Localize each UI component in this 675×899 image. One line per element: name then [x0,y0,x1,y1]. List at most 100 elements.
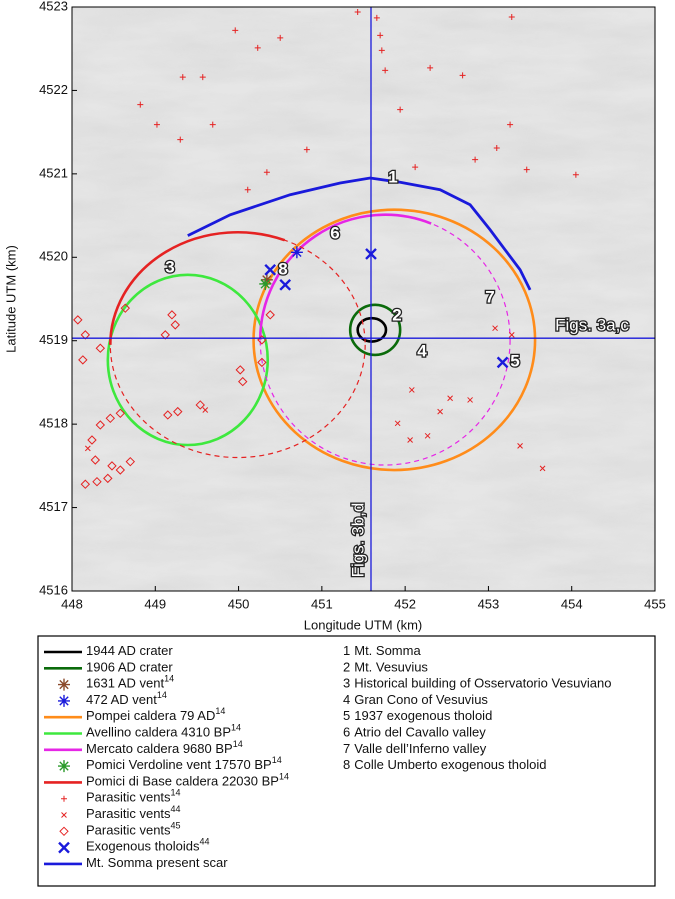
legend-name: 1906 AD crater [86,660,173,675]
marker [496,356,509,369]
site-entry-name: Valle dell’Inferno valley [354,741,486,756]
y-tick-label: 4523 [39,0,68,13]
site-number: 4 [417,341,427,360]
marker [523,166,530,173]
legend-name: 1944 AD crater [86,643,173,658]
site-number: 7 [485,287,494,306]
marker [238,376,248,387]
y-tick-label: 4517 [39,499,68,514]
marker [259,277,272,290]
marker [137,101,144,108]
legend-superscript: 14 [279,772,289,782]
y-tick-label: 4516 [39,582,68,597]
marker [508,14,515,21]
legend-superscript: 45 [171,821,181,831]
y-tick-label: 4521 [39,165,68,180]
marker [427,64,434,71]
site-entry-number: 4 [343,692,350,707]
legend-entry: Pompei caldera 79 AD14 [86,707,225,724]
marker [199,74,206,81]
marker [572,171,579,178]
marker [492,325,498,332]
site-number: 2 [392,305,401,324]
marker [163,410,173,420]
site-entry-name: Gran Cono of Vesuvius [354,692,488,707]
crosshair-label: Figs. 3b,d [348,503,367,578]
marker [235,365,245,375]
legend-entry: 1944 AD crater [86,643,173,658]
legend-name: Parasitic vents [86,806,171,821]
marker [493,144,500,151]
site-entry: 1 Mt. Somma [343,643,421,658]
y-tick-label: 4522 [39,82,68,97]
marker [232,27,239,34]
marker [377,32,384,39]
marker [80,330,91,340]
marker [279,278,292,291]
legend-symbol [61,795,67,802]
legend-superscript: 44 [171,804,181,814]
marker [354,9,361,16]
site-entry-number: 7 [343,741,350,756]
legend-superscript: 14 [171,788,181,798]
marker [115,465,126,475]
legend-superscript: 14 [215,707,225,717]
marker [378,47,385,54]
marker [195,400,205,410]
legend-name: Pomici di Base caldera 22030 BP [86,774,279,789]
site-entry-name: Historical building of Osservatorio Vesu… [354,676,611,691]
site-entry-name: Colle Umberto exogenous tholoid [354,758,546,773]
legend-entry: Exogenous tholoids44 [86,837,210,854]
y-tick-label: 4519 [39,332,68,347]
marker [103,473,113,484]
caldera [348,303,402,357]
marker [209,121,216,128]
legend-symbol [59,826,69,837]
legend-entry: Pomici Verdoline vent 17570 BP14 [86,755,282,772]
legend-name: Mt. Somma present scar [86,855,228,870]
marker [84,445,91,452]
legend-symbol [58,841,70,854]
marker [170,320,180,330]
legend-name: 1631 AD vent [86,676,164,691]
marker [167,310,177,320]
caldera [109,231,366,459]
marker [373,14,380,21]
site-entry: 3 Historical building of Osservatorio Ves… [343,676,611,691]
legend-name: Parasitic vents [86,823,171,838]
x-tick-label: 455 [644,596,666,611]
marker [290,246,303,259]
x-tick-label: 448 [61,596,83,611]
x-axis-label: Longitude UTM (km) [304,617,422,632]
legend-entry: Mt. Somma present scar [86,855,228,870]
marker [177,136,184,143]
site-entry-number: 1 [343,643,350,658]
marker [277,34,284,41]
marker [120,303,131,313]
marker [105,413,116,424]
crosshair-label: Figs. 3a,c [555,316,629,335]
legend-entry: Mercato caldera 9680 BP14 [86,739,243,756]
site-entry: 2 Mt. Vesuvius [343,660,428,675]
marker [408,387,415,393]
marker [437,408,443,415]
site-entry-name: Mt. Somma [354,643,421,658]
marker [202,407,209,413]
marker [394,420,401,427]
y-tick-label: 4518 [39,416,68,431]
marker [115,408,126,419]
marker [472,156,479,163]
site-entry: 7 Valle dell’Inferno valley [343,741,487,756]
marker [95,343,106,353]
legend-entry: 1906 AD crater [86,660,173,675]
marker [173,406,183,417]
caldera [106,273,270,447]
legend-name: 472 AD vent [86,692,157,707]
marker [424,432,431,439]
legend-symbol [58,678,70,691]
site-entry-name: 1937 exogenous tholoid [354,709,492,724]
site-entry-number: 8 [343,758,350,773]
legend-symbol [61,812,67,818]
marker [260,273,273,286]
site-entry: 5 1937 exogenous tholoid [343,709,492,724]
